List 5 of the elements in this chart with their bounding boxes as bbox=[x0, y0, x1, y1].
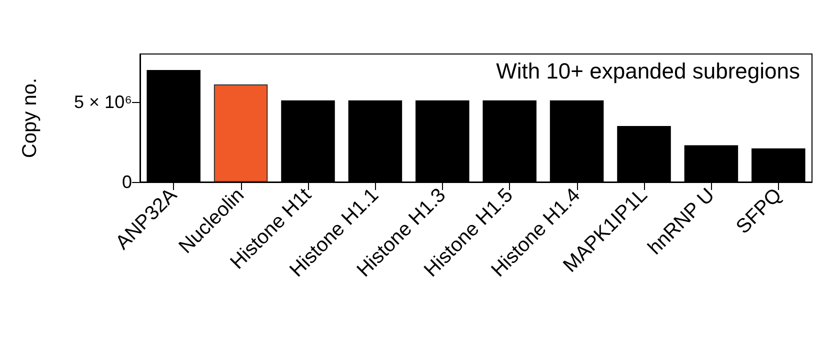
y-tick-label: 5 × 10⁶ bbox=[74, 92, 132, 112]
y-axis-title: Copy no. bbox=[19, 78, 41, 158]
bar bbox=[214, 84, 268, 182]
y-tick-label: 0 bbox=[122, 172, 132, 192]
annotation: With 10+ expanded subregions bbox=[496, 58, 800, 84]
